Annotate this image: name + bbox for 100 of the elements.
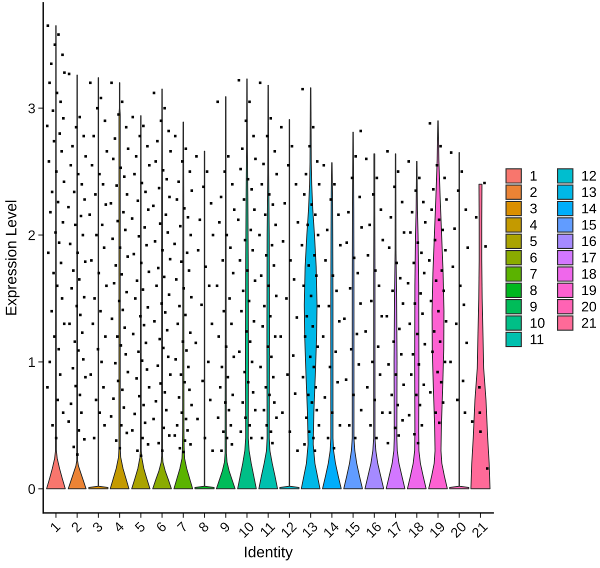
point [138,235,140,238]
point [138,394,141,398]
x-tick-label: 12 [280,521,297,538]
point [272,376,275,378]
point [228,297,231,300]
point [264,213,267,216]
point [332,274,334,277]
point [84,155,87,158]
legend-label: 19 [582,285,596,296]
point [148,164,151,167]
point [180,373,182,376]
point [82,134,86,138]
point [402,383,405,386]
point [254,158,257,160]
point [450,151,452,154]
point [302,193,306,196]
point [196,418,199,420]
point [67,206,70,208]
point [260,436,264,440]
point [416,442,420,444]
x-tick-label: 2 [70,521,82,533]
point [120,273,124,276]
point [360,226,363,229]
point [58,132,62,135]
point [189,443,192,446]
point [418,404,422,406]
point [144,342,148,344]
point [182,450,185,454]
point [134,155,138,158]
point [274,224,277,226]
point [258,234,261,236]
point [232,272,234,274]
point [238,78,240,82]
point [249,228,252,232]
point [120,100,124,104]
point [364,330,367,333]
point [352,256,356,260]
point [239,168,242,170]
point [407,160,410,163]
point [302,284,305,288]
point [410,373,413,376]
point [62,411,64,414]
point [189,234,192,236]
point [453,227,456,230]
point [92,134,96,138]
point [226,155,230,158]
point [415,394,418,396]
point [114,264,118,267]
point [96,106,99,110]
point [265,424,268,427]
point [344,378,348,381]
point [326,228,329,232]
point [285,297,288,300]
point [155,284,158,288]
point [250,436,253,440]
point [356,272,360,274]
point [445,198,448,201]
point [264,386,268,389]
point [308,356,312,358]
x-tick-label: 20 [450,521,467,538]
point [53,335,56,338]
point [77,349,80,352]
point [143,226,146,229]
point [204,265,207,268]
point [68,72,70,76]
point [316,160,319,163]
point [126,255,129,258]
point [201,380,204,382]
point [48,360,52,364]
point [78,278,81,281]
point [410,210,414,214]
point [292,354,295,357]
point [112,397,115,400]
point [70,402,72,406]
point [313,254,316,257]
x-tick-label: 17 [386,521,404,538]
point [56,398,59,402]
point [443,176,446,180]
point [262,162,265,166]
point [266,345,270,348]
point [162,426,166,430]
point [174,358,177,361]
point [208,284,210,288]
point [78,429,80,432]
point [439,144,442,148]
point [122,406,126,409]
point [462,304,466,306]
point [310,401,314,404]
point [164,213,168,216]
point [124,126,128,128]
point [428,122,432,125]
point [54,43,56,46]
point [154,400,158,403]
point [430,208,433,211]
point [339,244,342,246]
point [312,366,316,368]
point [114,439,118,442]
point [93,297,96,300]
point [303,443,306,446]
x-tick-label: 8 [198,521,210,533]
